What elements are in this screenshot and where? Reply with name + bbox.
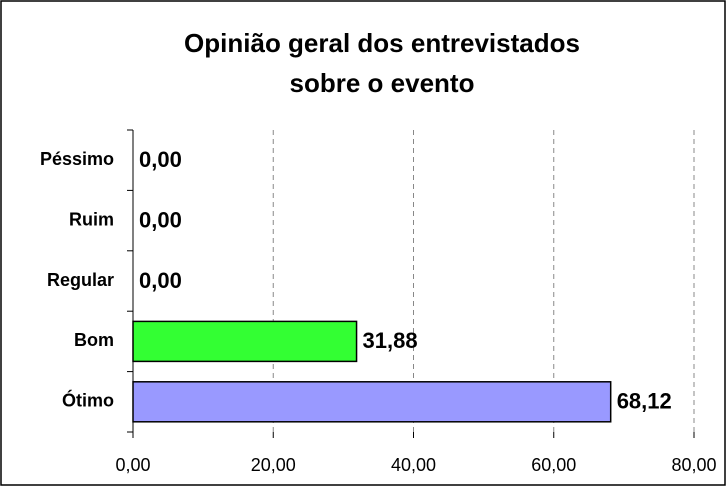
y-tick-label: Péssimo	[40, 149, 114, 169]
chart-title: Opinião geral dos entrevistados	[184, 28, 580, 58]
x-tick-label: 0,00	[115, 455, 150, 475]
bar	[132, 381, 612, 423]
y-tick-label: Regular	[47, 270, 114, 290]
y-tick-label: Bom	[74, 330, 114, 350]
value-label: 0,00	[139, 268, 182, 293]
x-tick-label: 60,00	[531, 455, 576, 475]
value-label: 0,00	[139, 207, 182, 232]
x-tick-label: 40,00	[391, 455, 436, 475]
chart-title: sobre o evento	[290, 68, 475, 98]
x-tick-label: 80,00	[671, 455, 716, 475]
y-tick-label: Ótimo	[62, 390, 114, 411]
y-tick-label: Ruim	[69, 209, 114, 229]
value-label: 0,00	[139, 147, 182, 172]
x-tick-label: 20,00	[251, 455, 296, 475]
value-label: 68,12	[617, 389, 672, 414]
value-label: 31,88	[363, 328, 418, 353]
bar	[132, 320, 358, 363]
